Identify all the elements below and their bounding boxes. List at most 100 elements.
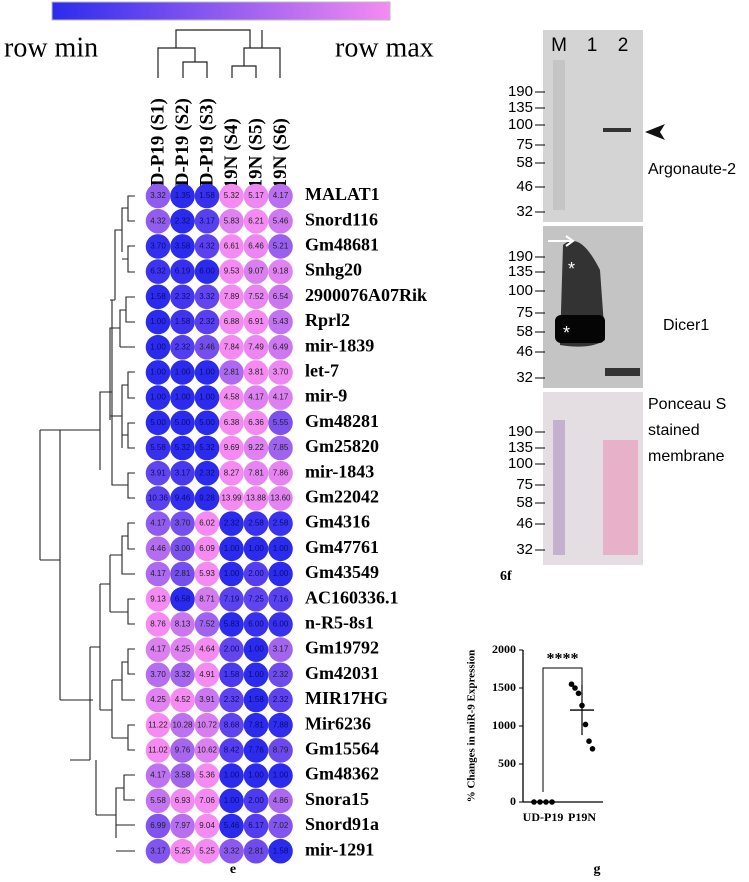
lane-label: M bbox=[551, 35, 567, 56]
cell-label: 1.00 bbox=[150, 342, 166, 351]
heat-cell bbox=[145, 662, 171, 688]
heat-cell bbox=[268, 561, 293, 587]
cell-label: 5.32 bbox=[199, 443, 215, 452]
row-label: Gm25820 bbox=[305, 436, 379, 456]
ladder-label: 46 bbox=[516, 343, 533, 360]
heat-cell bbox=[219, 637, 244, 662]
blot-label: Ponceau S bbox=[648, 396, 726, 413]
row-label: Gm22042 bbox=[305, 487, 379, 507]
cell-label: 7.88 bbox=[273, 720, 289, 729]
heat-cell bbox=[170, 385, 195, 410]
heat-cell bbox=[194, 561, 220, 587]
ladder-label: 46 bbox=[516, 515, 533, 532]
cell-label: 6.19 bbox=[175, 267, 191, 276]
heat-cell bbox=[194, 208, 220, 234]
heat-cell bbox=[145, 460, 171, 486]
heat-cell bbox=[219, 788, 244, 814]
heat-cell bbox=[145, 208, 171, 234]
cell-label: 7.76 bbox=[248, 746, 264, 755]
cell-label: 3.70 bbox=[175, 519, 191, 528]
cell-label: 10.72 bbox=[197, 720, 218, 729]
column-label: P19N (S5) bbox=[245, 118, 266, 200]
heat-cell bbox=[170, 410, 195, 436]
cell-label: 1.00 bbox=[150, 393, 166, 402]
heat-cell bbox=[268, 334, 293, 360]
ladder-label: 100 bbox=[508, 455, 533, 472]
column-label: UD-P19 (S2) bbox=[172, 98, 193, 200]
cell-label: 6.88 bbox=[224, 317, 240, 326]
heat-cell bbox=[145, 813, 171, 839]
cell-label: 8.42 bbox=[224, 746, 240, 755]
cell-label: 2.32 bbox=[175, 292, 191, 301]
heat-cell bbox=[170, 687, 195, 713]
heat-cell bbox=[145, 586, 171, 612]
legend-min: row min bbox=[4, 32, 98, 63]
heat-cell bbox=[268, 612, 293, 637]
heat-cell bbox=[243, 712, 269, 738]
cell-label: 5.43 bbox=[273, 317, 289, 326]
heat-cell bbox=[243, 536, 269, 562]
heat-cell bbox=[219, 334, 244, 360]
cell-label: 1.00 bbox=[248, 645, 264, 654]
panel-label: 6f bbox=[500, 569, 512, 584]
ladder-label: 32 bbox=[516, 541, 533, 558]
color-bar bbox=[51, 1, 391, 21]
cell-label: 4.25 bbox=[175, 645, 191, 654]
cell-label: 5.00 bbox=[150, 418, 166, 427]
cell-label: 2.32 bbox=[199, 468, 215, 477]
cell-label: 7.97 bbox=[175, 821, 191, 830]
cell-label: 1.00 bbox=[273, 771, 289, 780]
cell-label: 5.36 bbox=[199, 771, 215, 780]
heat-cell bbox=[170, 763, 195, 788]
cell-label: 7.02 bbox=[273, 821, 289, 830]
heat-cell bbox=[145, 284, 171, 310]
cell-label: 5.58 bbox=[150, 796, 166, 805]
heat-cell bbox=[268, 435, 293, 461]
cell-label: 3.32 bbox=[150, 191, 166, 200]
heat-cell bbox=[243, 183, 269, 209]
cell-label: 4.52 bbox=[175, 695, 191, 704]
heat-cell bbox=[145, 511, 171, 536]
cell-label: 10.36 bbox=[148, 494, 169, 503]
cell-label: 3.17 bbox=[175, 468, 191, 477]
cell-label: 4.46 bbox=[150, 544, 166, 553]
cell-label: 1.58 bbox=[224, 670, 240, 679]
heat-cell bbox=[194, 460, 220, 486]
band bbox=[603, 440, 638, 555]
cell-label: 7.19 bbox=[224, 594, 240, 603]
cell-label: 1.00 bbox=[224, 771, 240, 780]
cell-label: 5.00 bbox=[175, 418, 191, 427]
cell-label: 5.32 bbox=[224, 191, 240, 200]
cell-label: 1.00 bbox=[248, 670, 264, 679]
heat-cell bbox=[145, 183, 171, 209]
heat-cell bbox=[243, 838, 269, 864]
cell-label: 9.04 bbox=[199, 821, 215, 830]
heat-cell bbox=[170, 334, 195, 360]
cell-label: 9.22 bbox=[248, 443, 264, 452]
cell-label: 7.52 bbox=[248, 292, 264, 301]
heat-cell bbox=[243, 561, 269, 587]
heat-cell bbox=[268, 763, 293, 788]
cell-label: 2.81 bbox=[224, 368, 240, 377]
cell-label: 1.58 bbox=[273, 846, 289, 855]
cell-label: 11.02 bbox=[148, 746, 168, 755]
band bbox=[555, 315, 605, 343]
heat-cell bbox=[170, 183, 195, 209]
cell-label: 5.58 bbox=[150, 443, 166, 452]
cell-label: 4.17 bbox=[150, 519, 166, 528]
heat-cell bbox=[268, 460, 293, 486]
dot-plot: 0 500 1000 1500 2000 % Changes in miR-9 Expre… bbox=[466, 642, 603, 877]
cell-label: 3.17 bbox=[273, 645, 289, 654]
heat-cell bbox=[268, 662, 293, 688]
cell-label: 4.17 bbox=[150, 771, 166, 780]
cell-label: 1.00 bbox=[150, 368, 166, 377]
cell-label: 13.60 bbox=[270, 494, 291, 503]
cell-label: 2.32 bbox=[224, 519, 240, 528]
heat-cell bbox=[219, 586, 244, 612]
heat-cell bbox=[243, 460, 269, 486]
heat-cell bbox=[170, 838, 195, 864]
band bbox=[605, 368, 640, 376]
x-tick-label: UD-P19 bbox=[523, 810, 564, 824]
heat-cell bbox=[268, 385, 293, 410]
heat-cell bbox=[243, 511, 269, 536]
